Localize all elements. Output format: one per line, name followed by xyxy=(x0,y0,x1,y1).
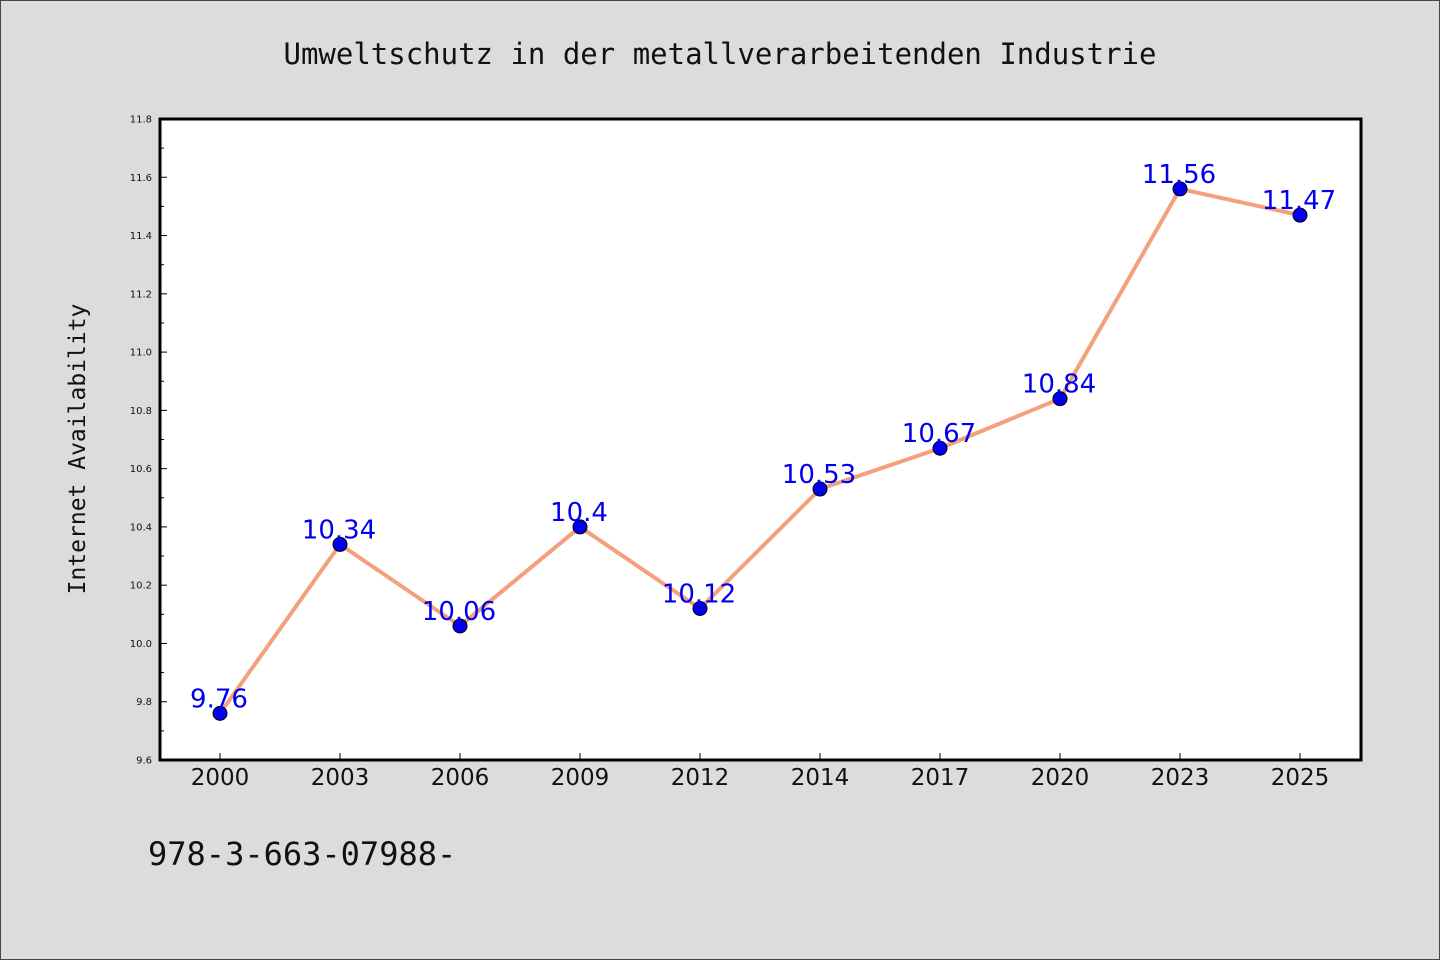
series-line-group xyxy=(218,186,1302,716)
x-tick-label: 2014 xyxy=(791,765,850,791)
y-tick-label: 11.6 xyxy=(130,173,152,184)
y-tick-label: 10.6 xyxy=(130,464,152,475)
x-tick-label: 2025 xyxy=(1271,765,1330,791)
data-label: 10.53 xyxy=(782,460,856,490)
data-label: 10.4 xyxy=(550,498,608,528)
chart-title: Umweltschutz in der metallverarbeitenden… xyxy=(284,37,1157,71)
data-label: 10.67 xyxy=(902,419,976,449)
data-point xyxy=(212,705,228,721)
data-point xyxy=(1052,391,1068,407)
x-tick-label: 2012 xyxy=(671,765,730,791)
y-tick-label: 10.0 xyxy=(130,639,152,650)
data-label: 10.12 xyxy=(662,579,736,609)
data-point xyxy=(812,481,828,497)
data-label: 11.47 xyxy=(1262,186,1336,216)
data-point xyxy=(932,440,948,456)
data-label: 10.34 xyxy=(302,515,376,545)
series-line xyxy=(218,186,1302,716)
y-axis-ticks: 9.6 9.8 10.0 10.2 10.4 10.6 10.8 11.0 11.2 11.4 11… xyxy=(130,115,167,767)
data-label: 9.76 xyxy=(190,684,248,714)
data-label: 10.84 xyxy=(1022,370,1096,400)
y-tick-label: 11.8 xyxy=(130,115,152,126)
isbn-footer-text: 978-3-663-07988- xyxy=(148,835,456,873)
y-tick-label: 11.2 xyxy=(130,289,152,300)
data-point xyxy=(572,519,588,535)
data-label: 10.06 xyxy=(422,597,496,627)
y-tick-label: 10.4 xyxy=(130,522,152,533)
x-tick-label: 2020 xyxy=(1031,765,1090,791)
x-axis-ticks: 2000 2003 2006 2009 2012 2014 2017 2020 2023 2025 xyxy=(191,753,1330,791)
x-tick-label: 2000 xyxy=(191,765,250,791)
y-tick-label: 10.2 xyxy=(130,581,152,592)
data-point xyxy=(1292,207,1308,223)
y-tick-label: 9.6 xyxy=(136,756,152,767)
x-tick-label: 2017 xyxy=(911,765,970,791)
data-point xyxy=(452,618,468,634)
x-tick-label: 2003 xyxy=(311,765,370,791)
y-tick-label: 10.8 xyxy=(130,406,152,417)
x-tick-label: 2023 xyxy=(1151,765,1210,791)
plot-area xyxy=(158,117,1363,762)
data-markers xyxy=(212,181,1308,721)
y-axis-label: Internet Availability xyxy=(65,304,91,595)
data-label: 11.56 xyxy=(1142,160,1216,190)
data-point xyxy=(1172,181,1188,197)
data-point xyxy=(692,600,708,616)
data-labels: 9.76 10.34 10.06 10.4 10.12 10.53 10.67 10.84 11… xyxy=(190,160,1336,714)
x-tick-label: 2006 xyxy=(431,765,490,791)
y-tick-label: 11.4 xyxy=(130,231,152,242)
x-tick-label: 2009 xyxy=(551,765,610,791)
y-tick-label: 11.0 xyxy=(130,348,152,359)
y-tick-label: 9.8 xyxy=(136,697,152,708)
data-point xyxy=(332,536,348,552)
